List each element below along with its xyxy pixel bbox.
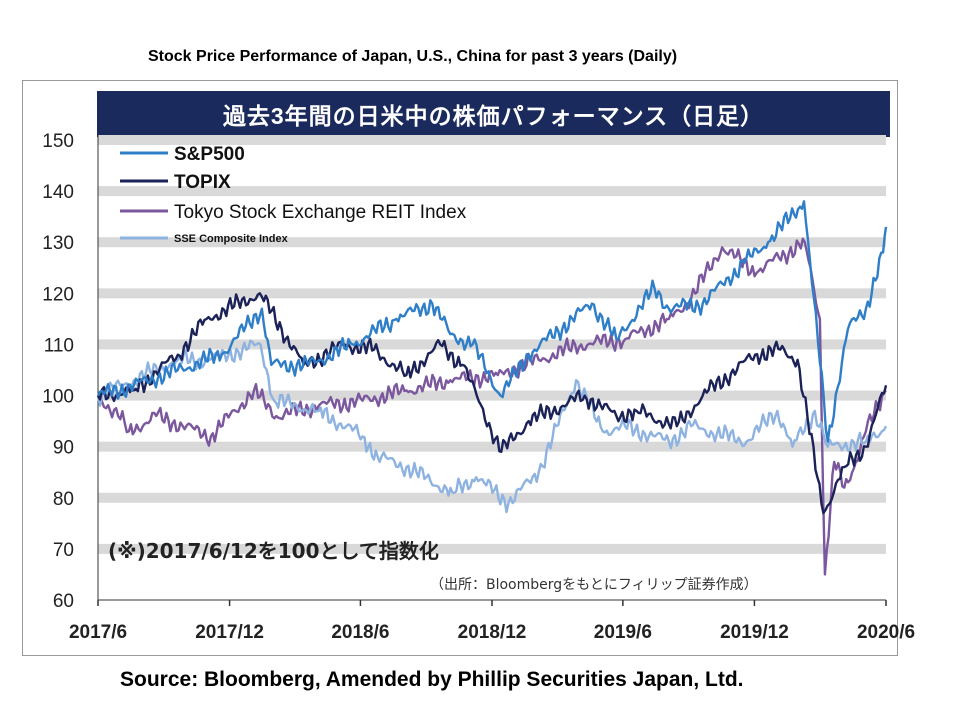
base-note: (※)2017/6/12を100として指数化 <box>108 539 439 563</box>
y-tick-label: 140 <box>42 182 74 203</box>
y-tick-label: 90 <box>53 438 74 459</box>
y-tick-label: 150 <box>42 131 74 152</box>
legend: S&P500 TOPIX Tokyo Stock Exchange REIT Ind… <box>120 144 467 245</box>
chart-notes: (※)2017/6/12を100として指数化 （出所：Bloombergをもとにフ… <box>108 539 758 593</box>
grid-band <box>98 543 886 554</box>
page-title: Stock Price Performance of Japan, U.S., … <box>148 48 678 65</box>
y-tick-label: 80 <box>53 489 74 510</box>
chart-banner-title: 過去3年間の日米中の株価パフォーマンス（日足） <box>97 91 890 137</box>
source-note: （出所：Bloombergをもとにフィリップ証券作成） <box>430 577 758 593</box>
y-tick-label: 120 <box>42 284 74 305</box>
x-tick-label: 2019/6 <box>594 622 652 643</box>
legend-label: S&P500 <box>174 144 245 165</box>
grid-band <box>98 186 886 197</box>
grid-band <box>98 492 886 503</box>
legend-label: TOPIX <box>174 172 231 193</box>
grid-band <box>98 441 886 452</box>
grid-bands <box>98 135 886 554</box>
grid-band <box>98 135 886 145</box>
legend-label: SSE Composite Index <box>174 233 289 245</box>
grid-band <box>98 390 886 401</box>
series-lines <box>96 200 888 576</box>
y-tick-label: 110 <box>44 335 74 356</box>
x-tick-label: 2018/6 <box>331 622 389 643</box>
y-tick-label: 70 <box>53 540 74 561</box>
grid-band <box>98 339 886 350</box>
grid-band <box>98 288 886 299</box>
y-tick-label: 100 <box>42 387 74 408</box>
x-tick-label: 2019/12 <box>720 622 789 643</box>
series-line <box>96 339 888 514</box>
x-tick-label: 2020/6 <box>857 622 915 643</box>
x-axis: 2017/6 2017/12 2018/6 2018/12 2019/6 2019/12 2… <box>69 599 915 643</box>
series-line <box>96 200 888 443</box>
x-tick-label: 2017/12 <box>195 622 264 643</box>
y-axis: 60 70 80 90 100 110 120 130 140 150 <box>42 131 99 612</box>
series-line <box>96 292 888 515</box>
y-tick-label: 60 <box>53 591 74 612</box>
x-tick-label: 2018/12 <box>458 622 527 643</box>
grid-band <box>98 237 886 248</box>
legend-label: Tokyo Stock Exchange REIT Index <box>174 202 467 223</box>
series-line <box>97 237 887 576</box>
y-tick-label: 130 <box>42 233 74 254</box>
x-tick-label: 2017/6 <box>69 622 127 643</box>
source-caption: Source: Bloomberg, Amended by Phillip Se… <box>120 668 744 691</box>
